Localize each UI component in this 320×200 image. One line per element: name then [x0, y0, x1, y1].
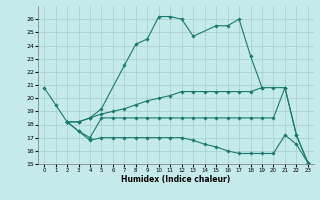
- X-axis label: Humidex (Indice chaleur): Humidex (Indice chaleur): [121, 175, 231, 184]
